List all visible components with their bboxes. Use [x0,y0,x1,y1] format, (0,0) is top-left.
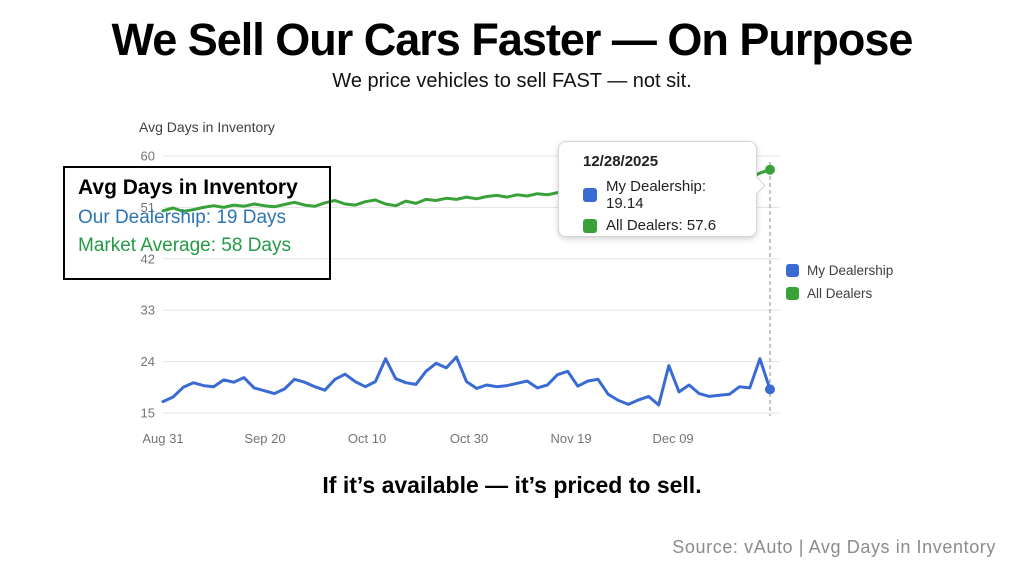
y-tick-label: 24 [141,354,155,369]
legend-item-all-dealers[interactable]: All Dealers [786,286,893,301]
legend-item-my-dealership[interactable]: My Dealership [786,263,893,278]
page-subtitle: We price vehicles to sell FAST — not sit… [332,70,692,92]
series-end-dot[interactable] [765,164,775,175]
source-attribution: Source: vAuto | Avg Days in Inventory [672,537,996,557]
annotation-title: Avg Days in Inventory [78,176,298,199]
legend-label: All Dealers [807,286,873,301]
chart-title: Avg Days in Inventory [139,119,275,135]
x-tick-label: Sep 20 [244,431,285,446]
annotation-box: Avg Days in Inventory Our Dealership: 19… [63,166,331,280]
legend-swatch-icon [786,287,799,300]
tooltip-row-text: My Dealership: 19.14 [606,178,707,212]
x-tick-label: Oct 30 [450,431,488,446]
tooltip-date: 12/28/2025 [583,153,659,170]
page-title: We Sell Our Cars Faster — On Purpose [111,14,914,65]
chart-legend: My Dealership All Dealers [786,263,893,301]
y-tick-label: 15 [141,406,155,421]
chart-tooltip: 12/28/2025 My Dealership: 19.14 All Deale… [558,141,766,237]
series-line-my-dealership[interactable] [161,355,772,407]
legend-swatch-icon [786,264,799,277]
legend-label: My Dealership [807,263,894,278]
tooltip-rows: My Dealership: 19.14 All Dealers: 57.6 [583,178,746,234]
x-tick-label: Oct 10 [348,431,386,446]
x-tick-label: Nov 19 [550,431,591,446]
x-tick-label: Dec 09 [652,431,693,446]
y-tick-label: 60 [141,149,155,164]
annotation-our-dealership: Our Dealership: 19 Days [78,207,287,228]
tooltip-row-all-dealers: All Dealers: 57.6 [583,217,746,234]
tooltip-row-text: All Dealers: 57.6 [606,217,717,234]
closing-statement: If it’s available — it’s priced to sell. [322,472,702,498]
annotation-market-average: Market Average: 58 Days [78,235,291,256]
y-tick-label: 33 [141,303,155,318]
tooltip-swatch-icon [583,188,597,202]
y-tick-label: 51 [141,200,155,215]
tooltip-swatch-icon [583,218,597,233]
series-end-dot[interactable] [765,384,775,395]
y-tick-label: 42 [141,251,155,266]
tooltip-row-my-dealership: My Dealership: 19.14 [583,178,746,212]
x-tick-label: Aug 31 [142,431,183,446]
